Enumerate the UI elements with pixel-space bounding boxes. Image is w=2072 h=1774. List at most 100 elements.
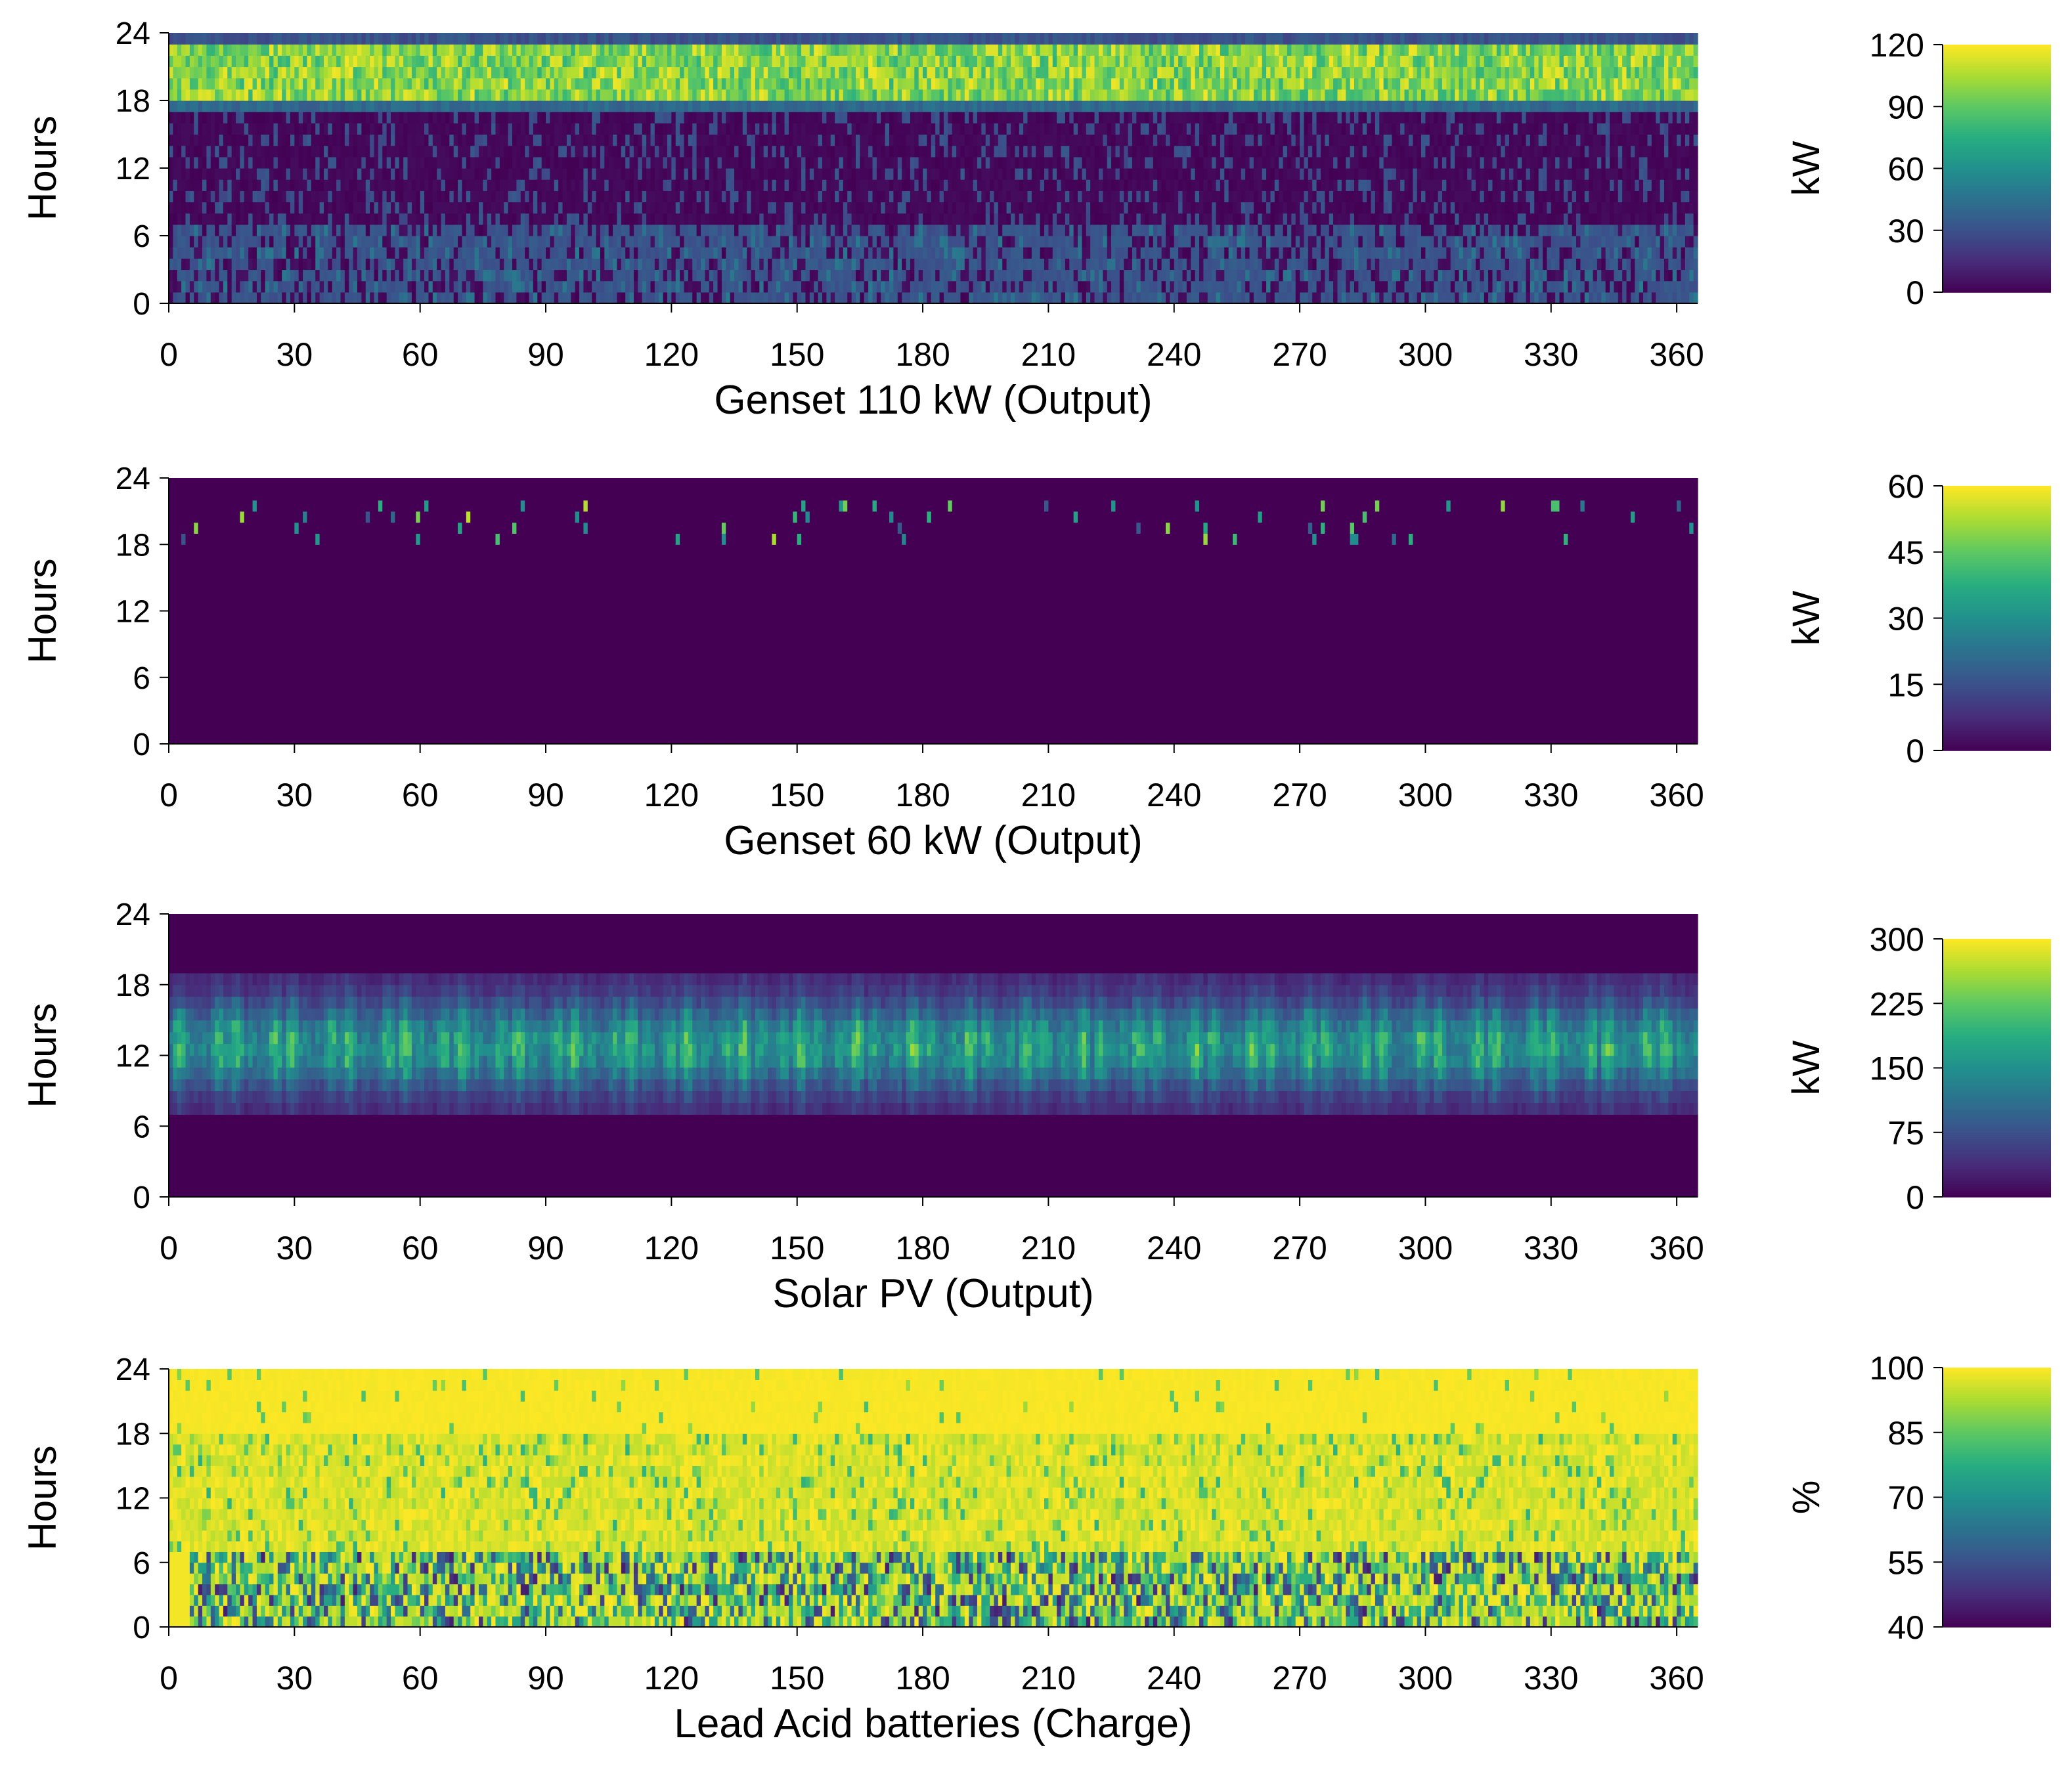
heatmap-cell [261,292,265,304]
heatmap-cell [307,190,311,202]
heatmap-cell [194,258,198,270]
heatmap-cell [219,123,224,135]
heatmap-cell [320,44,324,56]
heatmap-cell [290,270,295,282]
heatmap-cell [248,135,253,146]
heatmap-cell [328,100,332,112]
heatmap-cell [315,247,320,259]
heatmap-cell [320,190,324,202]
heatmap-cell [307,67,311,79]
heatmap-cell [315,55,320,67]
heatmap-cell [206,78,211,90]
heatmap-cell [202,281,207,293]
heatmap-cell [240,67,244,79]
heatmap-cell [219,247,224,259]
heatmap-cell [232,67,236,79]
heatmap-cell [236,225,240,236]
heatmap-cell [324,157,328,169]
heatmap-cell [299,44,303,56]
heatmap-cell [223,112,228,123]
heatmap-cell [240,44,244,56]
heatmap-cell [328,67,332,79]
heatmap-cell [286,112,291,123]
heatmap-cell [206,100,211,112]
heatmap-cell [257,33,261,45]
heatmap-cell [177,135,182,146]
heatmap-cell [223,135,228,146]
heatmap-cell [265,190,270,202]
heatmap-cell [173,236,177,248]
heatmap-cell [177,190,182,202]
heatmap-cell [290,258,295,270]
heatmap-cell [202,123,207,135]
heatmap-cell [299,123,303,135]
heatmap-cell [261,247,265,259]
heatmap-cell [215,213,219,225]
heatmap-cell [290,179,295,191]
heatmap-cell [215,123,219,135]
heatmap-cell [265,135,270,146]
heatmap-cell [311,168,316,180]
heatmap-cell [173,168,177,180]
heatmap-cell [194,292,198,304]
heatmap-cell [169,292,173,304]
heatmap-cell [223,213,228,225]
heatmap-cell [253,247,257,259]
heatmap-cell [299,55,303,67]
heatmap-cell [328,179,332,191]
heatmap-cell [257,157,261,169]
heatmap-cell [215,89,219,101]
heatmap-cell [290,112,295,123]
heatmap-cell [236,281,240,293]
heatmap-cell [227,67,232,79]
heatmap-cell [211,168,215,180]
heatmap-cell [303,247,307,259]
heatmap-cell [265,100,270,112]
heatmap-cell [303,292,307,304]
heatmap-cell [303,213,307,225]
heatmap-cell [232,157,236,169]
heatmap-cell [294,281,299,293]
heatmap-cell [278,135,282,146]
heatmap-cell [299,168,303,180]
heatmap-cell [206,202,211,214]
heatmap-cell [269,168,274,180]
heatmap-cell [307,258,311,270]
heatmap-cell [190,78,194,90]
heatmap-cell [257,190,261,202]
heatmap-cell [290,292,295,304]
heatmap-cell [173,135,177,146]
heatmap-cell [215,146,219,158]
heatmap-cell [315,179,320,191]
heatmap-cell [173,225,177,236]
heatmap-cell [240,258,244,270]
heatmap-cell [311,78,316,90]
heatmap-cell [223,157,228,169]
heatmap-cell [299,100,303,112]
heatmap-cell [240,202,244,214]
heatmap-cell [257,213,261,225]
heatmap-cell [303,157,307,169]
heatmap-cell [198,112,203,123]
heatmap-cell [240,168,244,180]
heatmap-cell [286,225,291,236]
heatmap-cell [324,89,328,101]
heatmap-cell [248,157,253,169]
heatmap-cell [273,123,278,135]
heatmap-cell [324,100,328,112]
heatmap-cell [223,225,228,236]
heatmap-cell [278,123,282,135]
heatmap-cell [236,146,240,158]
heatmap-cell [328,123,332,135]
heatmap-cell [227,236,232,248]
heatmap-cell [236,202,240,214]
heatmap-cell [303,44,307,56]
heatmap-cell [278,247,282,259]
heatmap-cell [320,33,324,45]
heatmap-cell [253,281,257,293]
heatmap-cell [324,55,328,67]
heatmap-cell [311,225,316,236]
heatmap-cell [328,33,332,45]
heatmap-cell [232,100,236,112]
heatmap-cell [227,213,232,225]
